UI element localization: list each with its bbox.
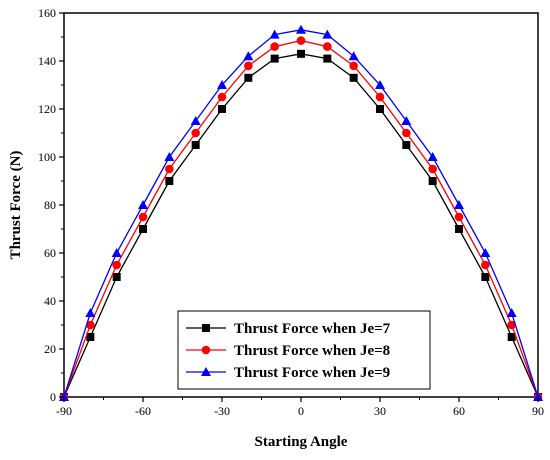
data-point [322,29,333,39]
data-point [244,61,253,71]
data-point [507,333,516,341]
data-point [454,212,464,222]
data-point [139,225,147,233]
data-point [480,248,491,257]
x-tick-label: 60 [453,404,465,418]
data-point [454,200,464,209]
data-point [427,152,438,161]
data-point [217,92,227,102]
x-tick-label: 90 [532,404,544,418]
y-tick-label: 40 [44,294,56,308]
data-point [323,42,332,51]
y-axis-title: Thrust Force (N) [8,151,24,260]
y-tick-label: 120 [38,102,56,116]
data-point [164,152,175,161]
data-point [402,141,411,149]
legend-label: Thrust Force when Je=9 [234,365,390,381]
data-point [165,177,174,185]
data-point [506,308,517,317]
y-tick-label: 160 [38,6,56,20]
data-point [323,54,332,63]
data-point [297,49,305,58]
data-point [402,128,411,138]
data-point [138,212,148,222]
data-point [296,24,306,34]
data-point [269,29,280,39]
legend-item: Thrust Force when Je=9 [186,365,390,381]
x-tick-label: -60 [135,404,151,418]
data-point [401,116,412,125]
legend-label: Thrust Force when Je=7 [234,321,391,337]
data-point [191,141,200,149]
data-point [243,51,254,61]
x-axis-title: Starting Angle [255,434,348,450]
data-point [428,177,437,185]
data-point [507,320,516,330]
y-tick-label: 100 [38,150,56,164]
data-point [349,61,358,71]
data-point [86,333,95,341]
data-point [191,128,200,138]
legend-marker [202,324,210,332]
y-tick-label: 140 [38,54,56,68]
data-point [244,73,253,82]
data-point [217,80,227,89]
data-point [112,260,121,270]
data-point [533,392,543,401]
x-tick-label: 30 [374,404,386,418]
data-point [481,260,490,270]
data-point [270,42,279,51]
data-point [85,308,96,317]
series-3 [59,24,543,401]
data-point [138,200,148,209]
data-point [296,36,306,45]
legend-item: Thrust Force when Je=8 [186,343,390,359]
legend-marker [201,345,211,355]
data-point [348,51,359,61]
data-point [376,105,384,113]
y-tick-label: 0 [50,390,56,404]
legend-item: Thrust Force when Je=7 [186,321,391,337]
data-point [165,164,174,174]
data-point [86,320,95,330]
data-point [111,248,122,257]
x-tick-label: -90 [56,404,72,418]
y-tick-label: 80 [44,198,56,212]
series-layer [59,24,543,402]
legend-marker [201,367,211,376]
data-point [455,225,463,233]
legend: Thrust Force when Je=7 Thrust Force when … [177,310,431,390]
y-tick-label: 20 [44,342,56,356]
data-point [375,80,385,89]
y-tick-label: 60 [44,246,56,260]
data-point [375,92,385,102]
data-point [481,273,490,281]
data-point [428,164,437,174]
data-point [349,73,358,82]
data-point [218,105,226,113]
x-tick-label: -30 [214,404,230,418]
data-point [190,116,201,125]
legend-label: Thrust Force when Je=8 [234,343,390,359]
data-point [270,54,279,63]
data-point [112,273,121,281]
axis-ticks: -90 -60 -30 0 30 60 90 0 20 40 60 80 100 120 140 160 [38,6,544,418]
x-tick-label: 0 [298,404,304,418]
